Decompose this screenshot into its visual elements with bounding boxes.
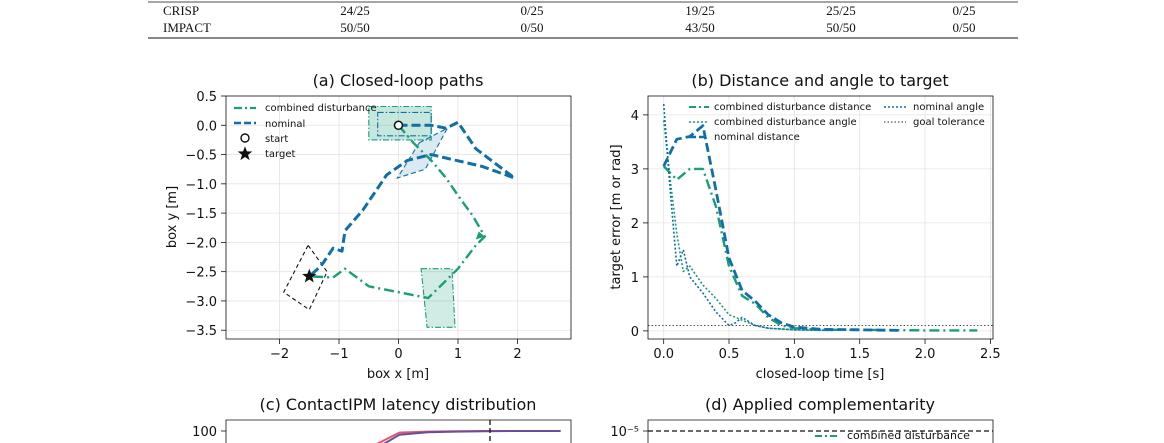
path-nominal xyxy=(308,120,516,278)
table-cell: 50/50 xyxy=(826,20,856,35)
box-footprint-combined-end xyxy=(420,268,456,328)
panel-a-xlabel: box x [m] xyxy=(367,367,429,382)
table-cell: 25/25 xyxy=(826,3,856,18)
y-tick-label: 0.0 xyxy=(196,119,217,134)
table-row-label: IMPACT xyxy=(163,20,211,35)
y-tick-label: −2.0 xyxy=(185,236,217,251)
x-tick-label: 1.0 xyxy=(784,347,805,362)
y-tick-label: −0.5 xyxy=(185,149,217,164)
y-tick-label: −2.5 xyxy=(185,266,217,281)
panel-c-title: (c) ContactIPM latency distribution xyxy=(260,395,537,414)
x-tick-label: 1.5 xyxy=(849,347,870,362)
line-combined-distance xyxy=(662,165,978,332)
table-cell: 0/25 xyxy=(952,3,975,18)
y-tick-label: 2 xyxy=(631,217,639,232)
line-nominal-distance xyxy=(662,124,899,332)
panel-b: (b) Distance and angle to target 0.0 0.5 1… xyxy=(609,71,1001,382)
panel-a: (a) Closed-loop paths −2 −1 0 1 2 0.5 0.0 −0.5 −… xyxy=(165,71,572,382)
panel-b-ylabel: target error [m or rad] xyxy=(609,144,624,289)
x-tick-label: 0.0 xyxy=(653,347,674,362)
panel-a-legend: combined disturbance nominal start targe… xyxy=(234,103,377,161)
x-tick-label: −1 xyxy=(329,347,348,362)
table-row-label: CRISP xyxy=(163,3,199,18)
legend-b-nom-dist: nominal distance xyxy=(714,132,800,143)
x-tick-label: −2 xyxy=(270,347,289,362)
latency-cdf-line xyxy=(376,430,561,443)
box-footprint-nominal-mid xyxy=(396,126,449,179)
panel-b-frame xyxy=(647,95,994,340)
panel-d-frame xyxy=(647,419,994,443)
y-tick-label: −3.5 xyxy=(185,324,217,339)
y-tick-label: 0.5 xyxy=(196,90,217,105)
line-combined-angle xyxy=(662,120,834,332)
panel-d-title: (d) Applied complementarity xyxy=(705,395,935,414)
legend-b-goal: goal tolerance xyxy=(913,117,985,128)
legend-a-target-marker xyxy=(237,146,253,161)
x-tick-label: 1 xyxy=(454,347,462,362)
y-tick-label: 0 xyxy=(631,325,639,340)
panel-d: (d) Applied complementarity 10⁻⁵ combine… xyxy=(610,395,994,443)
y-tick-label: −3.0 xyxy=(185,295,217,310)
panel-c-ytick-label: 100 xyxy=(192,425,217,440)
table-cell: 0/50 xyxy=(520,20,543,35)
y-tick-label: −1.5 xyxy=(185,207,217,222)
x-tick-label: 0 xyxy=(394,347,402,362)
table-cell: 24/25 xyxy=(340,3,370,18)
path-combined-disturbance xyxy=(309,124,486,300)
legend-a-target: target xyxy=(265,149,295,160)
table-cell: 19/25 xyxy=(685,3,715,18)
legend-a-start-marker xyxy=(240,133,250,143)
legend-a-nominal: nominal xyxy=(265,119,305,130)
results-table: CRISP 24/25 0/25 19/25 25/25 0/25 IMPACT 50/50 0… xyxy=(148,1,1018,39)
y-tick-label: 4 xyxy=(631,109,639,124)
panel-c-frame xyxy=(225,419,572,443)
table-cell: 50/50 xyxy=(340,20,370,35)
legend-d-combined: combined disturbance xyxy=(847,429,970,442)
path-combined-arrowhead xyxy=(475,231,485,240)
line-nominal-angle xyxy=(662,104,834,332)
table-cell: 0/50 xyxy=(952,20,975,35)
target-box-outline xyxy=(282,244,328,311)
legend-a-combined: combined disturbance xyxy=(265,103,377,114)
panel-a-title: (a) Closed-loop paths xyxy=(313,71,484,90)
table-cell: 0/25 xyxy=(520,3,543,18)
y-tick-label: 1 xyxy=(631,271,639,286)
y-tick-label: −1.0 xyxy=(185,178,217,193)
x-tick-label: 2 xyxy=(513,347,521,362)
target-marker xyxy=(302,268,317,283)
y-tick-label: 3 xyxy=(631,163,639,178)
x-tick-label: 0.5 xyxy=(719,347,740,362)
table-cell: 43/50 xyxy=(685,20,715,35)
legend-b-cd-dist: combined disturbance distance xyxy=(714,102,871,113)
legend-a-start: start xyxy=(265,134,288,145)
panel-b-title: (b) Distance and angle to target xyxy=(691,71,948,90)
panel-d-ytick-label: 10⁻⁵ xyxy=(610,425,639,440)
latency-cdf-line xyxy=(383,430,561,443)
start-marker xyxy=(393,120,404,131)
legend-b-nom-angle: nominal angle xyxy=(913,102,984,113)
x-tick-label: 2.5 xyxy=(980,347,1001,362)
panel-b-xlabel: closed-loop time [s] xyxy=(756,367,885,382)
box-footprint-start-inner xyxy=(377,111,432,137)
panel-a-ylabel: box y [m] xyxy=(165,186,180,248)
panel-c: (c) ContactIPM latency distribution 100 xyxy=(192,395,572,443)
legend-b-cd-angle: combined disturbance angle xyxy=(714,117,857,128)
panel-b-legend: combined disturbance distance combined d… xyxy=(689,102,985,143)
x-tick-label: 2.0 xyxy=(915,347,936,362)
